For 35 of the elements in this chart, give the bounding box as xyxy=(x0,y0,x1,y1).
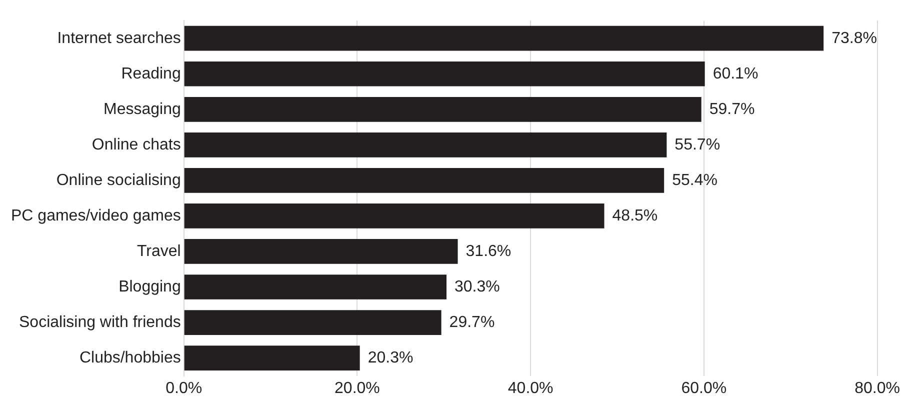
bar xyxy=(184,132,667,158)
data-label: 29.7% xyxy=(449,314,495,331)
data-label: 30.3% xyxy=(454,278,500,296)
data-label: 48.5% xyxy=(612,207,658,224)
y-tick-label: Reading xyxy=(121,65,181,82)
x-tick-label: 40.0% xyxy=(508,380,554,397)
bar xyxy=(184,274,447,300)
bar xyxy=(184,61,705,86)
y-tick-label: Messaging xyxy=(103,100,181,118)
y-tick-label: Travel xyxy=(137,242,181,260)
y-tick-label: Internet searches xyxy=(57,30,181,47)
data-label: 31.6% xyxy=(466,242,512,260)
data-label: 73.8% xyxy=(832,30,877,47)
bar xyxy=(184,26,824,51)
data-label: 20.3% xyxy=(368,349,414,366)
y-tick-label: Socialising with friends xyxy=(19,314,181,331)
y-tick-label: PC games/video games xyxy=(11,207,181,224)
y-tick-label: Blogging xyxy=(118,278,181,296)
bar xyxy=(184,346,360,370)
bar xyxy=(184,310,442,335)
data-label: 59.7% xyxy=(709,100,755,118)
bar xyxy=(184,204,604,228)
data-label: 55.7% xyxy=(674,136,720,154)
data-label: 55.4% xyxy=(672,172,718,189)
data-label: 60.1% xyxy=(712,65,758,82)
bar xyxy=(184,96,702,122)
x-tick-label: 0.0% xyxy=(166,380,202,397)
y-tick-label: Clubs/hobbies xyxy=(79,349,181,366)
x-tick-label: 20.0% xyxy=(334,380,380,397)
y-tick-label: Online socialising xyxy=(56,172,181,189)
y-tick-label: Online chats xyxy=(92,136,181,154)
bar xyxy=(184,168,664,193)
x-tick-label: 80.0% xyxy=(854,380,900,397)
x-tick-label: 60.0% xyxy=(681,380,727,397)
bar xyxy=(184,239,458,264)
